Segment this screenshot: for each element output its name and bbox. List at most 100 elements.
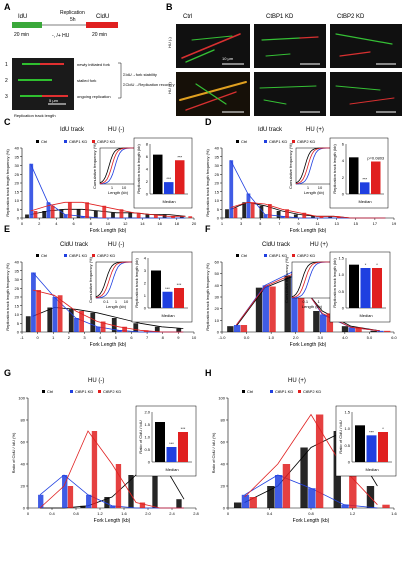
panel-f-median-bar-2 bbox=[372, 268, 382, 308]
cldu-pulse-bar bbox=[86, 22, 118, 28]
fiber-3-idu bbox=[20, 95, 42, 97]
row-label-hu-minus: HU (-) bbox=[167, 36, 172, 48]
replication-label: Replication bbox=[60, 10, 85, 16]
panel-f-bar-1 bbox=[319, 314, 327, 332]
panel-h-legend-label-2: CtBP2 KD bbox=[303, 389, 321, 394]
panel-c-x-tick-label: 8 bbox=[90, 221, 93, 226]
panel-d-x-tick-label: 7 bbox=[278, 221, 281, 226]
panel-e-bar-2 bbox=[122, 326, 128, 332]
panel-f-bar-2 bbox=[240, 325, 248, 332]
panel-c-y-tick-label: 15 bbox=[15, 189, 20, 194]
panel-d-x-tick-label: 19 bbox=[392, 221, 397, 226]
panel-c-legend-swatch-1 bbox=[64, 140, 67, 143]
panel-g-x-axis-label: Fork Length (kb) bbox=[94, 518, 131, 524]
panel-e-bar-1 bbox=[117, 330, 122, 332]
panel-e-title: CldU track bbox=[60, 242, 89, 248]
panel-d-legend-swatch-1 bbox=[264, 140, 267, 143]
panel-e-bar-2 bbox=[79, 311, 85, 332]
panel-e-bar-0 bbox=[25, 316, 31, 332]
panel-e-bar-1 bbox=[74, 318, 79, 332]
panel-h-bar-1 bbox=[274, 475, 283, 508]
panel-c-cdf-curve-2 bbox=[99, 147, 136, 184]
micrograph-ctbp2-hu-plus bbox=[330, 72, 402, 116]
panel-e-median-bar-1 bbox=[162, 291, 173, 308]
panel-d-bar-0 bbox=[242, 202, 247, 218]
panel-e-median-bar-0 bbox=[151, 270, 161, 308]
panel-f-legend-swatch-0 bbox=[236, 254, 239, 257]
panel-c-cdf-x-label: Length (kb) bbox=[108, 190, 129, 195]
panel-f-bar-0 bbox=[313, 311, 320, 332]
sum-idu-formula: ΣIdU→fork stability bbox=[123, 72, 157, 77]
panel-c-bar-1 bbox=[80, 216, 85, 218]
panel-e-x-tick-label: 9 bbox=[177, 335, 180, 340]
panel-e-cdf-y-label: Cumulative frequency (%) bbox=[88, 256, 93, 303]
panel-c-x-tick-label: 10 bbox=[106, 221, 111, 226]
panel-f-legend-swatch-1 bbox=[264, 254, 267, 257]
chart-panels: IdU track HU (-)Ctrl CtBP1 KD CtBP2 KD05101… bbox=[5, 127, 398, 524]
panel-g-fit-curve-2 bbox=[39, 430, 184, 509]
panel-d-y-tick-label: 35 bbox=[215, 154, 220, 159]
panel-c-legend-label-1: CtBP1 KD bbox=[69, 139, 87, 144]
panel-d-legend-label-1: CtBP1 KD bbox=[269, 139, 287, 144]
labelling-schematic: IdU Replication 5h CldU 20 min -, /+ HU … bbox=[12, 10, 118, 39]
panel-g-median-y-label: Ratio of CldU / IdU bbox=[138, 420, 143, 453]
panel-e-x-tick-label: -1 bbox=[20, 335, 24, 340]
panel-g-y-tick-label: 100 bbox=[18, 396, 25, 401]
panel-f-cdf-inset bbox=[291, 261, 333, 299]
scale-bar-label: 5 μm bbox=[49, 98, 59, 103]
panel-g-bar-2 bbox=[67, 486, 74, 508]
panel-f-x-tick-label: 1.0 bbox=[268, 335, 274, 340]
panel-d-median-y-tick-label: 0 bbox=[342, 192, 345, 197]
panel-e-bar-0 bbox=[47, 307, 53, 332]
panel-h-median-bar-1 bbox=[366, 435, 377, 462]
panel-g-median-y-tick-label: 2.0 bbox=[144, 410, 150, 415]
panel-d-fit-curve-2 bbox=[230, 201, 386, 219]
panel-c-bar-0 bbox=[93, 211, 98, 218]
panel-c-median-label: Median bbox=[162, 199, 175, 204]
panel-h-median-y-tick-label: 0.5 bbox=[344, 443, 350, 448]
panel-e-median-y-label: Replication track length (kb) bbox=[134, 258, 139, 308]
panel-e-x-tick-label: 10 bbox=[192, 335, 197, 340]
panel-g-bar-0 bbox=[152, 458, 158, 508]
panel-f-bar-0 bbox=[341, 326, 349, 332]
panel-d-bar-0 bbox=[276, 211, 281, 218]
panel-f-y-tick-label: 50 bbox=[215, 271, 220, 276]
panel-f-bar-2 bbox=[355, 327, 362, 332]
panel-d-y-tick-label: 30 bbox=[215, 163, 220, 168]
panel-e-x-tick-label: 7 bbox=[146, 335, 149, 340]
panel-e-legend-label-1: CtBP1 KD bbox=[69, 253, 87, 258]
panel-c-legend-swatch-2 bbox=[92, 140, 95, 143]
panel-g-bar-1 bbox=[110, 505, 116, 508]
panel-e-cdf-x-tick-label: 10 bbox=[124, 299, 129, 304]
panel-e-median-y-tick-label: 4 bbox=[144, 256, 147, 261]
panel-f-cdf-x-tick-label: 1 bbox=[318, 299, 321, 304]
panel-g-median-y-tick-label: 1.5 bbox=[144, 422, 150, 427]
fork-class-bracket bbox=[118, 62, 122, 99]
panel-e-bar-2 bbox=[100, 321, 106, 332]
panel-c-x-tick-label: 0 bbox=[21, 221, 24, 226]
panel-c-median-mark-2: *** bbox=[177, 154, 182, 159]
panel-g-legend-swatch-0 bbox=[42, 390, 45, 393]
panel-c-bar-1 bbox=[63, 214, 68, 218]
panel-c-bar-0 bbox=[59, 209, 64, 218]
panel-g-median-mark-1: *** bbox=[169, 441, 174, 446]
panel-c-median-mark-1: *** bbox=[166, 176, 171, 181]
panel-c-legend-swatch-0 bbox=[36, 140, 39, 143]
panel-e-bar-1 bbox=[52, 297, 58, 332]
panel-c-x-tick-label: 14 bbox=[140, 221, 145, 226]
column-label-ctbp2: CtBP2 KD bbox=[337, 14, 365, 20]
panel-h-legend-swatch-1 bbox=[270, 390, 273, 393]
panel-e-bar-1 bbox=[95, 326, 101, 332]
panel-g-y-axis-label: Ratio of CldU / IdU (%) bbox=[11, 432, 16, 473]
panel-c-cdf-y-label: Cumulative frequency (%) bbox=[92, 142, 97, 189]
panel-letter-c: C bbox=[4, 117, 11, 127]
panel-f-median-y-tick-label: 0 bbox=[342, 306, 345, 311]
panel-e-y-tick-label: 35 bbox=[15, 268, 20, 273]
panel-d-bar-1 bbox=[229, 160, 234, 218]
panel-d-cdf-y-label: Cumulative frequency (%) bbox=[288, 142, 293, 189]
panel-f-bar-2 bbox=[298, 273, 305, 332]
panel-f-y-tick-label: 40 bbox=[215, 283, 220, 288]
panel-f-bar-0 bbox=[255, 287, 263, 332]
panel-d-y-tick-label: 0 bbox=[217, 216, 220, 221]
